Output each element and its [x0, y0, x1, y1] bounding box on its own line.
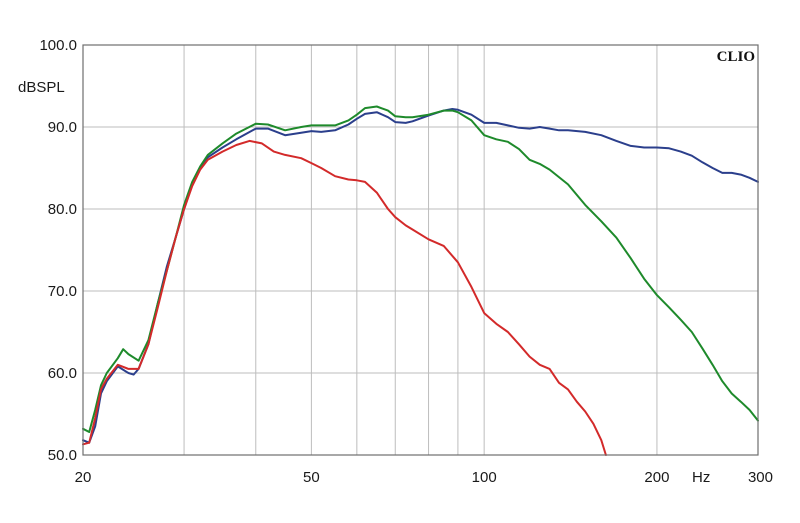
- plot-frame: [82, 44, 759, 456]
- y-tick-labels: 100.0 90.0 80.0 70.0 60.0 50.0: [39, 37, 77, 464]
- y-tick-label: 100.0: [39, 37, 77, 54]
- y-tick-label: 50.0: [48, 447, 77, 464]
- x-tick-label: 20: [75, 469, 92, 486]
- series-lines: [82, 105, 759, 456]
- y-axis-label: dBSPL: [18, 79, 65, 96]
- grid-lines: [83, 45, 758, 455]
- y-tick-label: 80.0: [48, 201, 77, 218]
- series-line-3: [82, 139, 607, 456]
- y-tick-label: 90.0: [48, 119, 77, 136]
- x-tick-label: 200: [644, 469, 669, 486]
- x-axis-unit-label: Hz: [692, 469, 710, 486]
- y-tick-label: 60.0: [48, 365, 77, 382]
- x-tick-label: 300: [748, 469, 773, 486]
- y-tick-label: 70.0: [48, 283, 77, 300]
- x-tick-label: 50: [303, 469, 320, 486]
- x-tick-labels: 20 50 100 200 300: [75, 469, 773, 486]
- clio-brand-label: CLIO: [717, 49, 755, 65]
- x-tick-label: 100: [472, 469, 497, 486]
